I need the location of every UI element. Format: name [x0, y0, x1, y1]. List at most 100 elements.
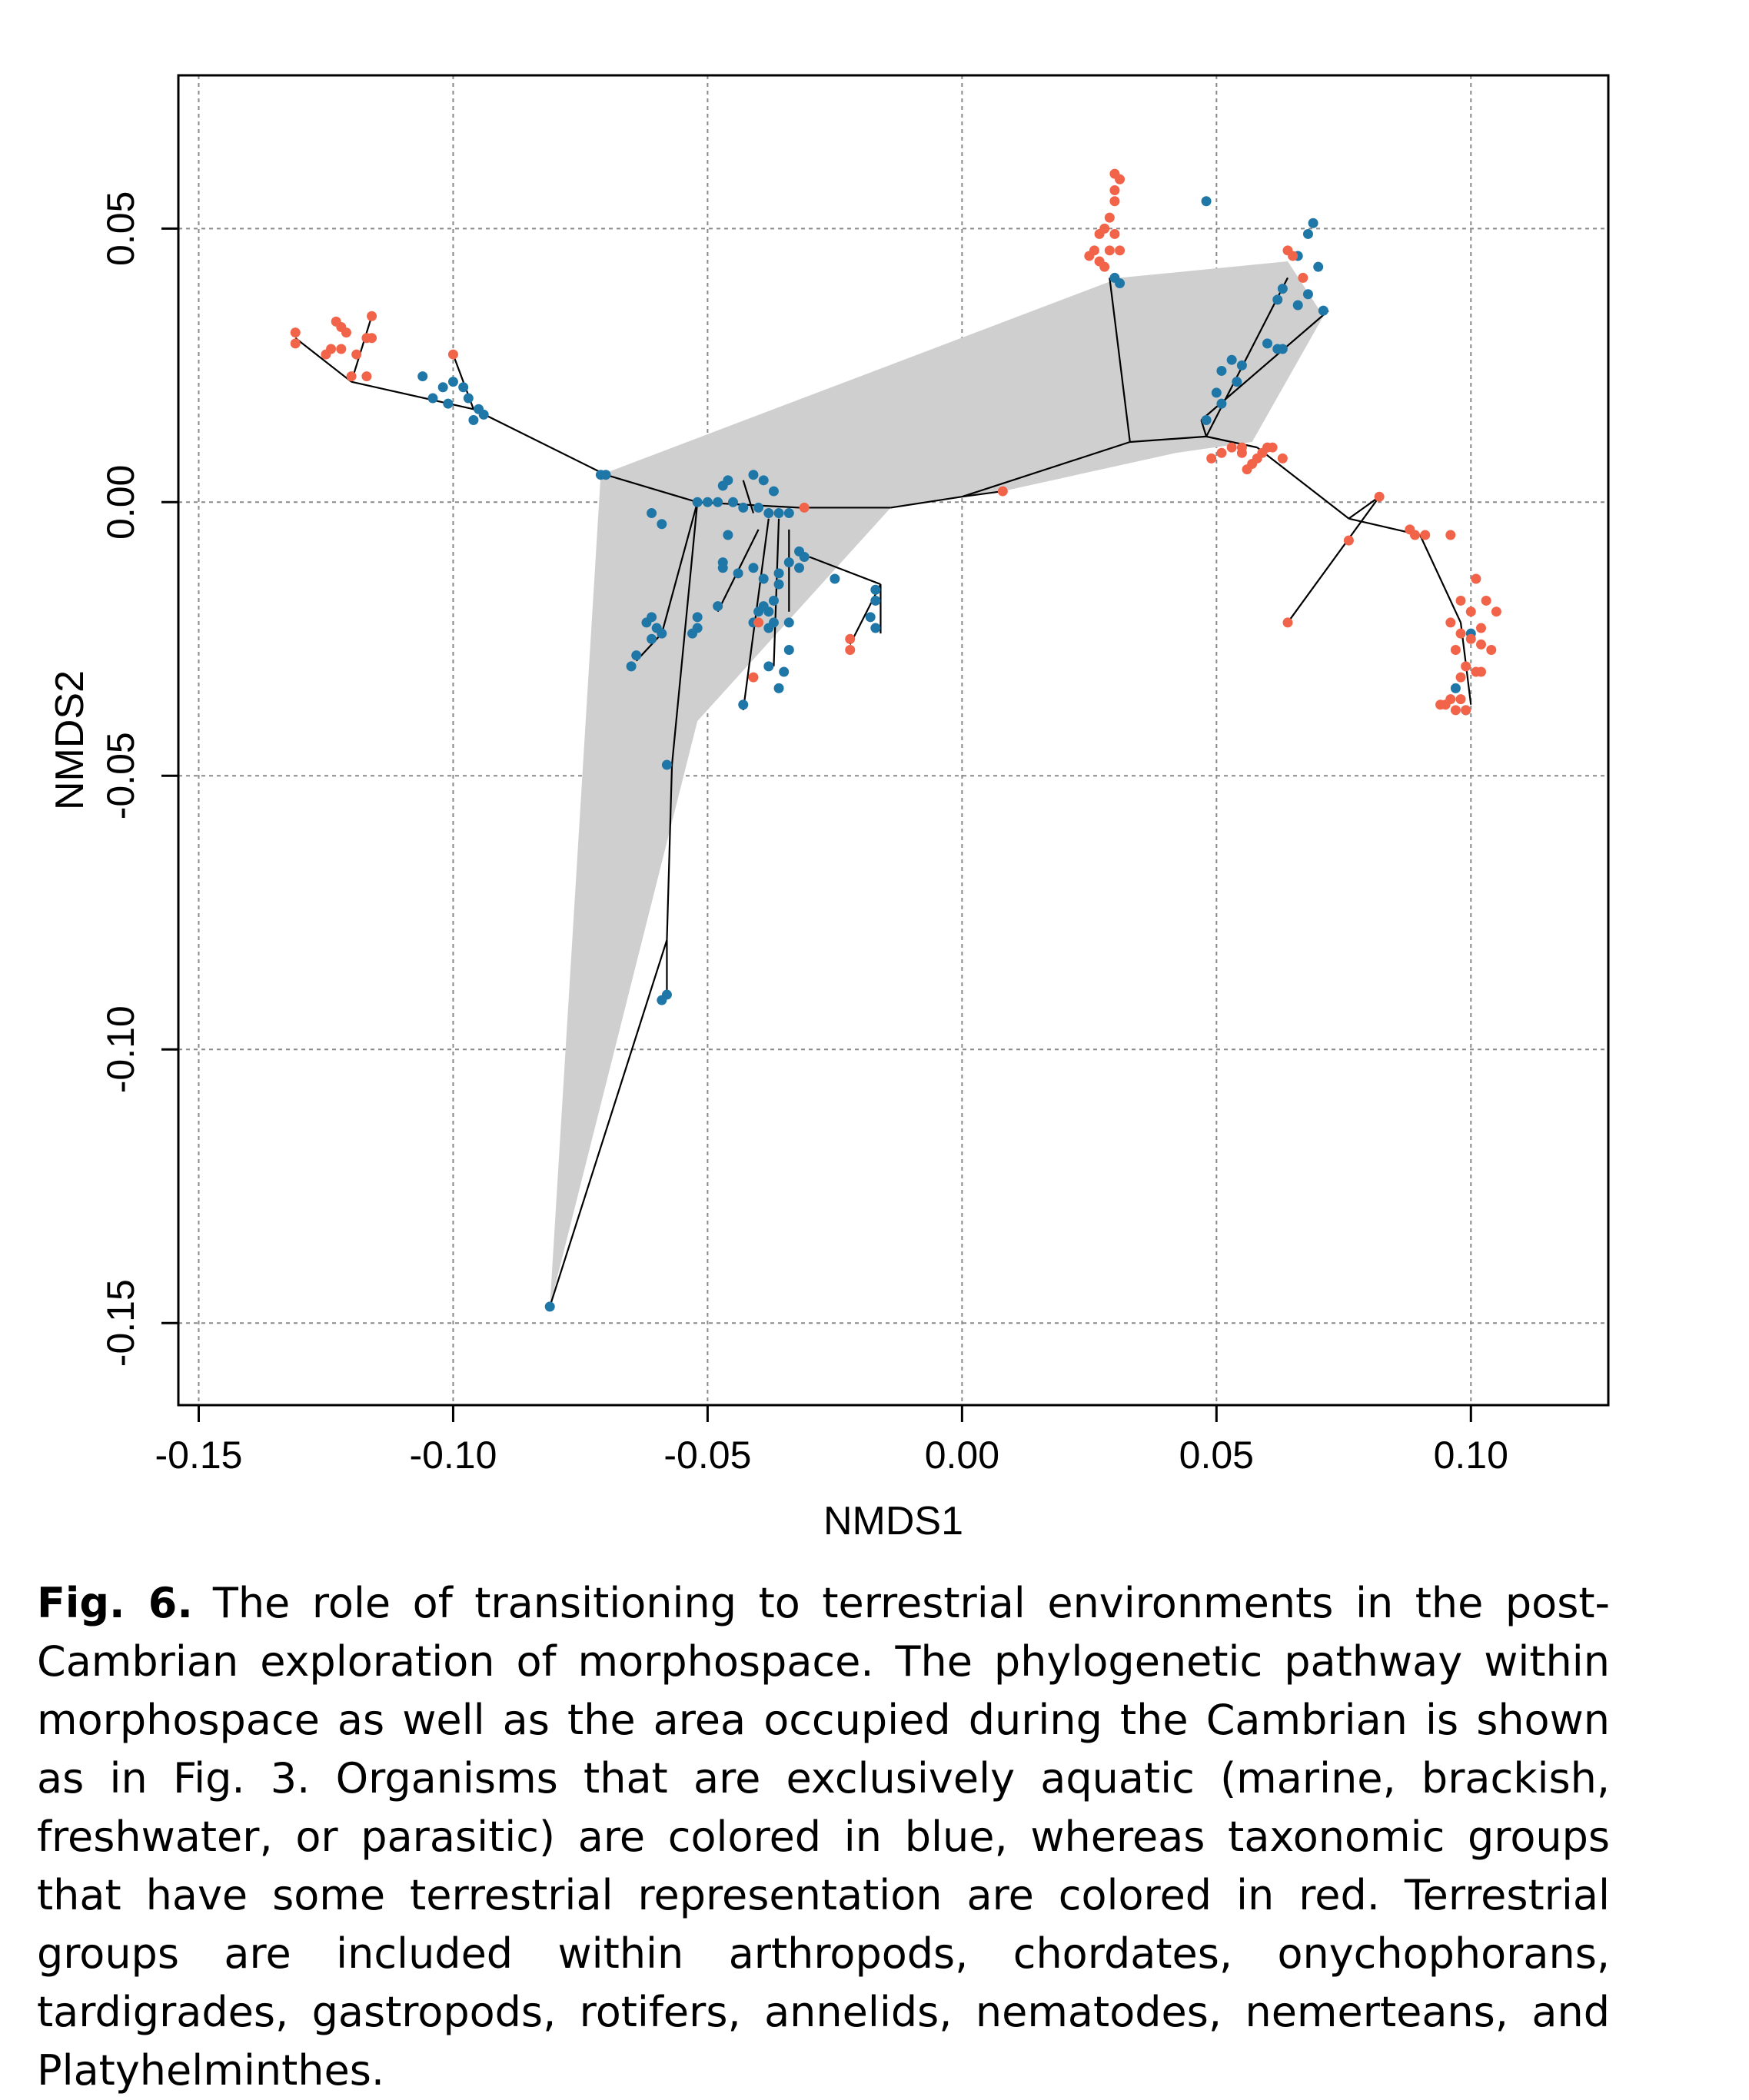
aquatic-point-73	[1201, 196, 1212, 207]
aquatic-point-70	[870, 595, 881, 606]
aquatic-point-23	[753, 502, 764, 513]
x-tick-label-5: 0.10	[1434, 1434, 1508, 1477]
terrestrial-point-16	[753, 617, 764, 628]
terrestrial-point-24	[1109, 196, 1120, 207]
terrestrial-point-7	[341, 327, 351, 338]
tree-edge-12	[1348, 496, 1380, 520]
terrestrial-point-63	[1476, 623, 1487, 633]
aquatic-point-36	[758, 573, 769, 584]
terrestrial-point-44	[1277, 453, 1288, 464]
terrestrial-point-35	[1206, 453, 1217, 464]
aquatic-point-65	[779, 666, 790, 677]
plot-frame	[177, 74, 1610, 1407]
terrestrial-point-23	[1109, 185, 1120, 196]
terrestrial-point-22	[1115, 174, 1126, 184]
aquatic-point-17	[647, 508, 657, 519]
tree-edge-19	[351, 380, 474, 410]
tree-edge-18	[473, 408, 607, 476]
terrestrial-point-25	[1104, 212, 1115, 223]
aquatic-point-64	[773, 683, 784, 693]
y-tick-label-3: 0.00	[99, 465, 142, 540]
terrestrial-point-69	[1455, 672, 1466, 683]
aquatic-point-84	[1277, 344, 1288, 354]
x-tick-label-4: 0.05	[1179, 1434, 1254, 1477]
aquatic-point-78	[1292, 300, 1303, 311]
aquatic-point-58	[657, 628, 667, 639]
tree-edge-21	[294, 337, 352, 383]
terrestrial-point-20	[997, 486, 1008, 497]
aquatic-point-96	[1450, 683, 1461, 693]
aquatic-point-21	[727, 497, 738, 507]
aquatic-point-9	[447, 377, 458, 387]
terrestrial-point-48	[1288, 251, 1298, 261]
tree-edge-5	[1109, 277, 1131, 443]
terrestrial-point-43	[1267, 442, 1278, 453]
terrestrial-point-17	[748, 672, 759, 683]
aquatic-point-68	[830, 573, 840, 584]
aquatic-point-45	[763, 623, 774, 633]
tree-edge-14	[1419, 534, 1462, 623]
terrestrial-point-9	[367, 311, 377, 321]
aquatic-point-8	[437, 382, 448, 393]
tree-edge-32	[809, 556, 881, 586]
aquatic-point-48	[799, 552, 810, 563]
tree-edge-1	[890, 496, 963, 509]
y-tick-label-0: -0.15	[99, 1279, 142, 1367]
tree-edge-2	[962, 490, 1003, 498]
aquatic-point-11	[463, 393, 474, 404]
terrestrial-point-77	[1465, 606, 1476, 617]
caption-label: Fig. 6.	[37, 1579, 193, 1627]
terrestrial-point-50	[1374, 491, 1385, 502]
aquatic-point-71	[865, 612, 876, 623]
aquatic-point-18	[692, 497, 703, 507]
terrestrial-point-36	[1216, 447, 1227, 458]
aquatic-point-22	[738, 502, 749, 513]
aquatic-point-14	[468, 415, 479, 426]
aquatic-point-19	[702, 497, 713, 507]
terrestrial-point-56	[1445, 530, 1456, 540]
aquatic-point-0	[544, 1301, 555, 1312]
aquatic-point-59	[692, 612, 703, 623]
caption-text: The role of transitioning to terrestrial…	[37, 1579, 1610, 2095]
terrestrial-point-68	[1476, 666, 1487, 677]
terrestrial-point-12	[346, 371, 357, 382]
aquatic-point-85	[1226, 354, 1237, 365]
aquatic-point-41	[773, 579, 784, 590]
y-tick-label-1: -0.10	[99, 1005, 142, 1093]
aquatic-point-56	[631, 650, 642, 661]
terrestrial-point-8	[351, 349, 362, 360]
aquatic-point-46	[783, 617, 794, 628]
tree-edge-26	[666, 765, 673, 940]
terrestrial-point-75	[1455, 694, 1466, 705]
terrestrial-point-74	[1445, 694, 1456, 705]
aquatic-point-77	[1302, 289, 1313, 300]
tree-edge-36	[742, 480, 755, 513]
terrestrial-point-31	[1104, 245, 1115, 256]
terrestrial-point-72	[1450, 705, 1461, 716]
aquatic-point-32	[723, 530, 733, 540]
aquatic-point-20	[713, 497, 723, 507]
aquatic-point-29	[748, 470, 759, 480]
x-tick-label-2: -0.05	[663, 1434, 751, 1477]
terrestrial-point-62	[1465, 633, 1476, 644]
aquatic-point-26	[783, 508, 794, 519]
aquatic-point-13	[478, 409, 489, 420]
terrestrial-point-13	[361, 371, 372, 382]
aquatic-point-6	[417, 371, 428, 382]
aquatic-point-62	[713, 601, 723, 612]
aquatic-point-80	[1272, 294, 1283, 305]
terrestrial-point-46	[1236, 442, 1247, 453]
terrestrial-point-11	[361, 333, 372, 344]
aquatic-point-38	[783, 557, 794, 568]
terrestrial-point-49	[1298, 272, 1308, 283]
aquatic-point-72	[870, 623, 881, 633]
aquatic-point-74	[1302, 228, 1313, 239]
aquatic-point-53	[641, 617, 652, 628]
terrestrial-point-28	[1094, 228, 1105, 239]
tree-edge-17	[605, 473, 698, 503]
tree-edge-9	[1205, 435, 1258, 449]
tree-edge-22	[351, 315, 373, 383]
terrestrial-point-37	[1226, 442, 1237, 453]
aquatic-point-5	[595, 470, 606, 480]
terrestrial-point-18	[845, 645, 856, 656]
